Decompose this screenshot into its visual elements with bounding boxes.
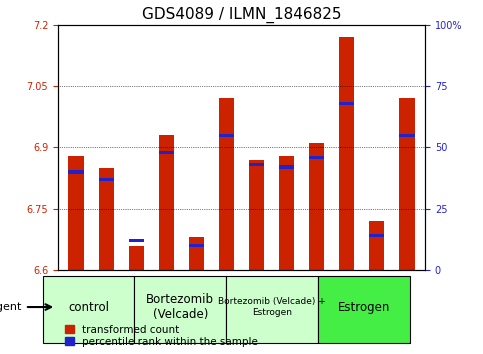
Bar [399, 133, 414, 137]
FancyBboxPatch shape [318, 275, 410, 343]
Bar [249, 160, 264, 270]
Bar [399, 98, 414, 270]
Bar [279, 166, 294, 169]
Bar [128, 246, 144, 270]
Bar [99, 168, 114, 270]
Bar [219, 133, 234, 137]
Text: agent: agent [0, 302, 21, 312]
Bar [369, 234, 384, 238]
Bar [189, 244, 204, 247]
Bar [219, 98, 234, 270]
Bar [159, 151, 174, 154]
Title: GDS4089 / ILMN_1846825: GDS4089 / ILMN_1846825 [142, 7, 341, 23]
Bar [309, 143, 324, 270]
Bar [128, 239, 144, 242]
Bar [339, 37, 355, 270]
Bar [69, 156, 84, 270]
Bar [369, 221, 384, 270]
Text: Estrogen: Estrogen [338, 301, 390, 314]
Bar [159, 135, 174, 270]
Bar [99, 178, 114, 181]
Legend: transformed count, percentile rank within the sample: transformed count, percentile rank withi… [63, 322, 260, 349]
Text: Bortezomib (Velcade) +
Estrogen: Bortezomib (Velcade) + Estrogen [218, 297, 326, 317]
Bar [69, 170, 84, 174]
FancyBboxPatch shape [226, 275, 318, 343]
Bar [279, 156, 294, 270]
Text: Bortezomib
(Velcade): Bortezomib (Velcade) [146, 293, 214, 321]
FancyBboxPatch shape [134, 275, 226, 343]
Text: control: control [68, 301, 109, 314]
FancyBboxPatch shape [43, 275, 134, 343]
Bar [249, 163, 264, 166]
Bar [309, 156, 324, 159]
Bar [339, 102, 355, 105]
Bar [189, 238, 204, 270]
